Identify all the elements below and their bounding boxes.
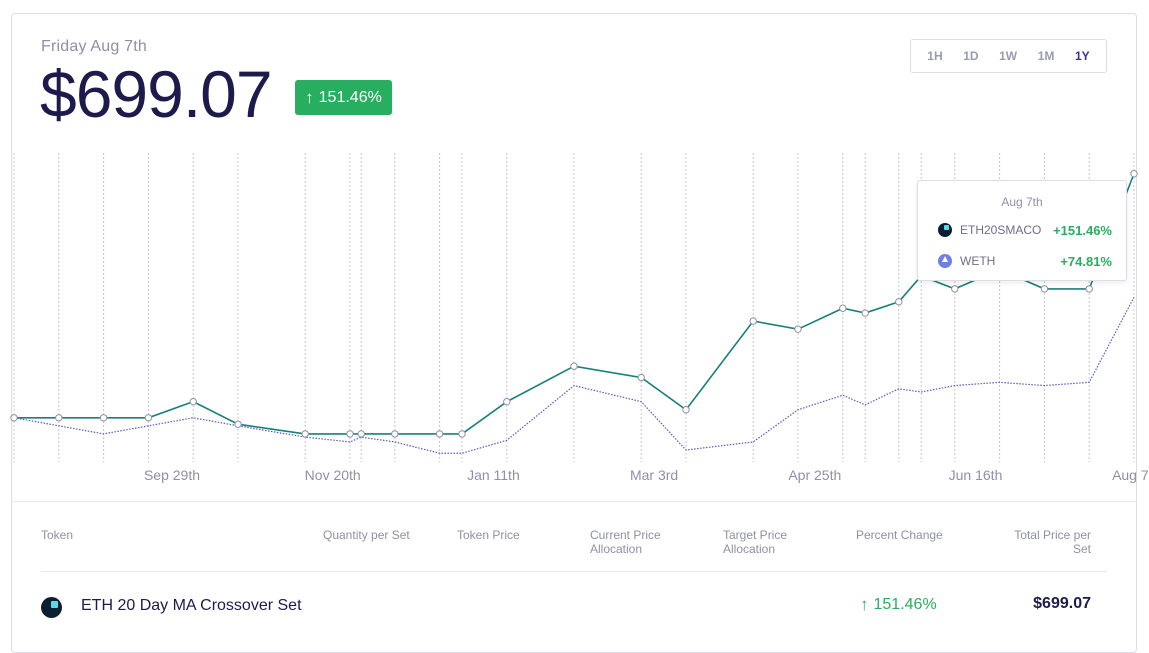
header-current-allocation-line2: Allocation <box>590 542 643 556</box>
range-button-1m[interactable]: 1M <box>1037 49 1055 63</box>
tooltip-weth-value: +74.81% <box>1060 253 1112 269</box>
date-label: Friday Aug 7th <box>41 38 147 55</box>
data-point-eth20smaco <box>99 414 108 422</box>
arrow-up-icon: ↑ <box>305 88 314 107</box>
time-range-selector: 1H 1D 1W 1M 1Y <box>910 39 1107 73</box>
data-point-eth20smaco <box>1040 285 1049 293</box>
data-point-eth20smaco <box>234 420 242 428</box>
data-point-eth20smaco <box>189 397 197 406</box>
data-point-eth20smaco <box>794 325 802 333</box>
data-point-eth20smaco <box>682 406 690 414</box>
x-tick-label: Apr 25th <box>788 467 841 483</box>
header-token-price: Token Price <box>457 528 520 542</box>
tooltip-date: Aug 7th <box>1001 195 1043 209</box>
header-quantity: Quantity per Set <box>323 528 410 542</box>
chart-tooltip: Aug 7th ETH20SMACO +151.46% WETH +74.81% <box>917 180 1127 281</box>
data-point-eth20smaco <box>458 430 466 438</box>
series-line-weth <box>13 296 1135 454</box>
change-badge-value: 151.46% <box>318 88 382 106</box>
price-chart[interactable]: Sep 29th Nov 20th Jan 11th Mar 3rd Apr 25th J… <box>0 150 1149 495</box>
table-header-divider <box>41 571 1107 572</box>
token-name[interactable]: ETH 20 Day MA Crossover Set <box>81 597 302 614</box>
weth-icon <box>938 254 952 268</box>
tooltip-row-set: ETH20SMACO +151.46% <box>938 221 1112 239</box>
data-point-eth20smaco <box>10 414 18 422</box>
x-tick-label: Jan 11th <box>467 467 520 483</box>
data-point-eth20smaco <box>951 285 959 293</box>
data-point-eth20smaco <box>1085 285 1093 293</box>
header-target-allocation-line2: Allocation <box>723 542 776 556</box>
token-percent-change: ↑ 151.46% <box>860 595 937 615</box>
data-point-eth20smaco <box>861 309 869 317</box>
header-target-allocation: Target Price Allocation <box>723 528 787 556</box>
header-percent-change: Percent Change <box>856 528 943 542</box>
section-divider <box>11 501 1137 502</box>
tooltip-set-name: ETH20SMACO <box>960 223 1042 237</box>
range-button-1w[interactable]: 1W <box>999 49 1018 63</box>
range-button-1h[interactable]: 1H <box>927 49 943 63</box>
data-point-eth20smaco <box>55 414 63 422</box>
header-total-price-line1: Total Price per <box>1014 528 1091 542</box>
range-button-1d[interactable]: 1D <box>963 49 979 63</box>
data-point-eth20smaco <box>144 414 153 422</box>
data-point-eth20smaco <box>391 430 399 438</box>
arrow-up-icon: ↑ <box>860 595 869 614</box>
data-point-eth20smaco <box>637 373 645 382</box>
header-current-allocation-line1: Current Price <box>590 528 661 542</box>
set-token-icon <box>938 223 952 237</box>
x-tick-label: Nov 20th <box>305 467 361 483</box>
x-tick-label: Mar 3rd <box>630 467 678 483</box>
header-current-allocation: Current Price Allocation <box>590 528 661 556</box>
token-total-price: $699.07 <box>1033 595 1091 612</box>
header-total-price: Total Price per Set <box>1000 528 1091 556</box>
x-tick-label: Sep 29th <box>144 467 200 483</box>
header-target-allocation-line1: Target Price <box>723 528 788 542</box>
data-point-eth20smaco <box>895 298 903 306</box>
data-point-eth20smaco <box>749 317 757 325</box>
data-point-eth20smaco <box>346 430 354 438</box>
data-point-eth20smaco <box>503 397 511 406</box>
token-percent-change-value: 151.46% <box>873 596 937 613</box>
data-point-eth20smaco <box>301 430 309 438</box>
range-button-1y[interactable]: 1Y <box>1074 49 1090 63</box>
data-point-eth20smaco <box>357 430 365 438</box>
tooltip-set-value: +151.46% <box>1053 222 1112 238</box>
current-price: $699.07 <box>40 57 273 131</box>
data-point-eth20smaco <box>1130 170 1138 178</box>
data-point-eth20smaco <box>570 362 578 370</box>
data-point-eth20smaco <box>435 430 444 438</box>
change-badge: ↑ 151.46% <box>295 80 392 115</box>
data-point-eth20smaco <box>839 304 847 312</box>
header-total-price-line2: Set <box>1072 542 1091 556</box>
x-tick-label: Aug 7th <box>1112 467 1149 483</box>
header-token: Token <box>41 528 74 542</box>
tooltip-row-weth: WETH +74.81% <box>938 252 1112 270</box>
x-tick-label: Jun 16th <box>949 467 1003 483</box>
set-token-icon <box>41 597 62 618</box>
tooltip-weth-name: WETH <box>960 254 996 268</box>
